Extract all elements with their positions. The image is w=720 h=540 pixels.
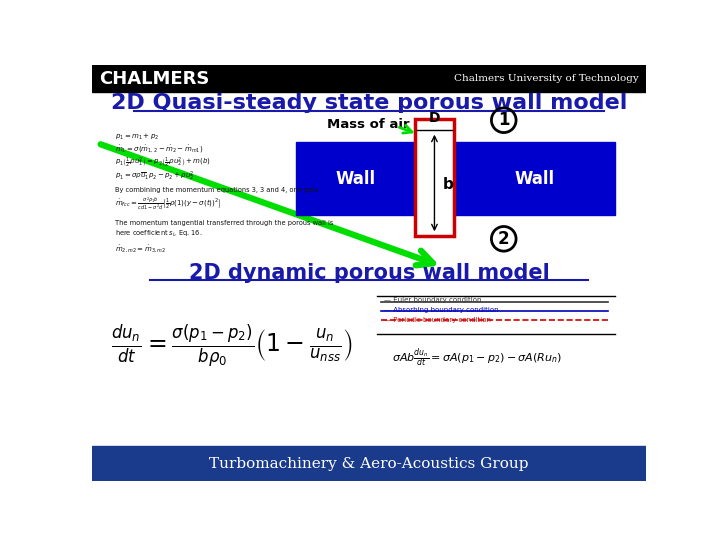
- Text: CHALMERS: CHALMERS: [99, 70, 210, 87]
- Text: Mass of air: Mass of air: [327, 118, 409, 131]
- Text: 2D Quasi-steady state porous wall model: 2D Quasi-steady state porous wall model: [111, 93, 627, 113]
- Text: $p_1 = \sigma\rho\overline{u}_1 p_2 - p_2 + \rho u_2^2$: $p_1 = \sigma\rho\overline{u}_1 p_2 - p_…: [115, 170, 194, 183]
- Text: 2D dynamic porous wall model: 2D dynamic porous wall model: [189, 262, 549, 283]
- Text: $\dot{m}_{2,m2} = \dot{m}_{3,m2}$: $\dot{m}_{2,m2} = \dot{m}_{3,m2}$: [115, 244, 166, 255]
- Text: $\frac{du_n}{dt} = \frac{\sigma(p_1-p_2)}{b\rho_0}\left(1 - \frac{u_n}{u_{nss}}\: $\frac{du_n}{dt} = \frac{\sigma(p_1-p_2)…: [111, 322, 353, 369]
- Text: The momentum tangential transferred through the porous wall is: The momentum tangential transferred thro…: [115, 220, 333, 226]
- Text: b: b: [443, 177, 454, 192]
- Text: $\dot{m}_{fcc} = \frac{\sigma^2\rho_1 b}{cd1-\sigma^2 d}\left[\frac{1}{2}\rho(1): $\dot{m}_{fcc} = \frac{\sigma^2\rho_1 b}…: [115, 195, 221, 212]
- Text: here coefficient $s_i$, Eq. 16.: here coefficient $s_i$, Eq. 16.: [115, 229, 202, 239]
- Text: $p_1 = m_1 + p_2$: $p_1 = m_1 + p_2$: [115, 131, 159, 141]
- Text: Wall: Wall: [515, 170, 554, 188]
- Bar: [454, 142, 616, 215]
- Text: Chalmers University of Technology: Chalmers University of Technology: [454, 74, 639, 83]
- Bar: [92, 446, 647, 481]
- Text: $\sigma Ab\frac{du_n}{dt} = \sigma A(p_1-p_2) - \sigma A(Ru_n)$: $\sigma Ab\frac{du_n}{dt} = \sigma A(p_1…: [392, 346, 562, 369]
- Text: $\dot{m}_1 = \sigma(\dot{m}_{1,2} - \dot{m}_2 - \dot{m}_{m1})$: $\dot{m}_1 = \sigma(\dot{m}_{1,2} - \dot…: [115, 144, 203, 156]
- Text: D: D: [428, 111, 440, 125]
- Text: — Absorbing boundary condition: — Absorbing boundary condition: [384, 307, 499, 313]
- Bar: [92, 65, 647, 92]
- Text: Turbomachinery & Aero-Acoustics Group: Turbomachinery & Aero-Acoustics Group: [210, 457, 528, 471]
- Bar: [296, 142, 415, 215]
- Text: By combining the momentum equations 3, 3 and 4, one gets: By combining the momentum equations 3, 3…: [115, 186, 318, 193]
- Text: 1: 1: [498, 111, 510, 129]
- Bar: [415, 119, 454, 236]
- Text: $p_1\left(\frac{1}{2}\rho u_1^2\right) = p_2\left(\frac{1}{2}\rho u_2^2\right) +: $p_1\left(\frac{1}{2}\rho u_1^2\right) =…: [115, 156, 211, 171]
- Text: — Euler boundary condition: — Euler boundary condition: [384, 298, 482, 303]
- Text: — Periodic boundary condition: — Periodic boundary condition: [384, 318, 492, 323]
- Text: Wall: Wall: [335, 170, 375, 188]
- Text: 2: 2: [498, 230, 510, 248]
